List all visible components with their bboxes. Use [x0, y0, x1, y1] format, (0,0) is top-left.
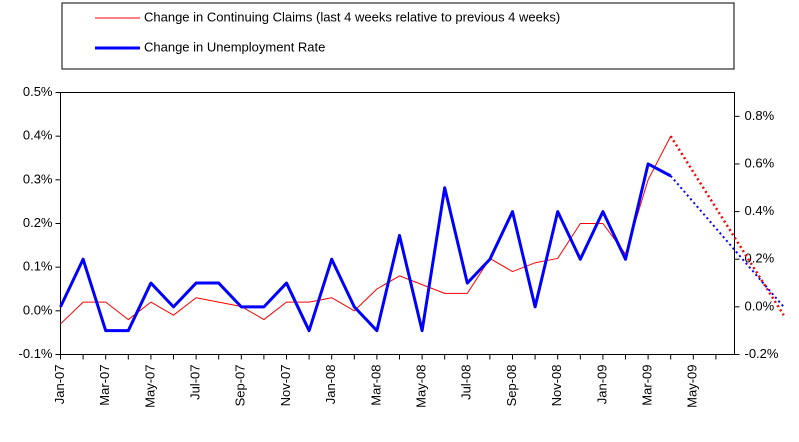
legend-label: Change in Continuing Claims (last 4 week… — [144, 9, 560, 24]
x-tick-label: May-08 — [414, 365, 429, 408]
x-tick-label: Mar-08 — [368, 365, 383, 406]
x-tick-label: Nov-08 — [549, 365, 564, 407]
y-tick-label: 0.0% — [23, 302, 53, 317]
series-line — [669, 175, 785, 308]
y-tick-label: 0.1% — [23, 259, 53, 274]
y-tick-label: 0.2% — [23, 215, 53, 230]
x-tick-label: Mar-09 — [640, 365, 655, 406]
y-tick-label: 0.3% — [23, 171, 53, 186]
series-line — [60, 135, 672, 325]
y-tick-label: 0.4% — [23, 128, 53, 143]
x-tick-label: Jan-09 — [594, 365, 609, 405]
x-tick-label: Sep-07 — [233, 365, 248, 407]
series-line — [669, 135, 785, 316]
x-tick-label: May-09 — [685, 365, 700, 408]
y2-tick-label: 0.8% — [745, 108, 775, 123]
y2-tick-label: 0.2% — [745, 251, 775, 266]
y-tick-label: 0.5% — [23, 84, 53, 99]
x-tick-label: May-07 — [142, 365, 157, 408]
x-tick-label: Jan-08 — [323, 365, 338, 405]
legend-box — [61, 2, 735, 70]
y2-tick-label: 0.6% — [745, 155, 775, 170]
y-tick-label: -0.1% — [19, 346, 53, 361]
y2-tick-label: 0.4% — [745, 203, 775, 218]
x-tick-label: Jul-07 — [188, 365, 203, 400]
series-line — [59, 162, 672, 333]
x-tick-label: Sep-08 — [504, 365, 519, 407]
x-tick-label: Nov-07 — [278, 365, 293, 407]
y2-tick-label: -0.2% — [745, 346, 779, 361]
x-tick-label: Jan-07 — [52, 365, 67, 405]
y2-tick-label: 0.0% — [745, 298, 775, 313]
x-tick-label: Jul-08 — [459, 365, 474, 400]
legend-label: Change in Unemployment Rate — [144, 39, 325, 54]
x-tick-label: Mar-07 — [97, 365, 112, 406]
